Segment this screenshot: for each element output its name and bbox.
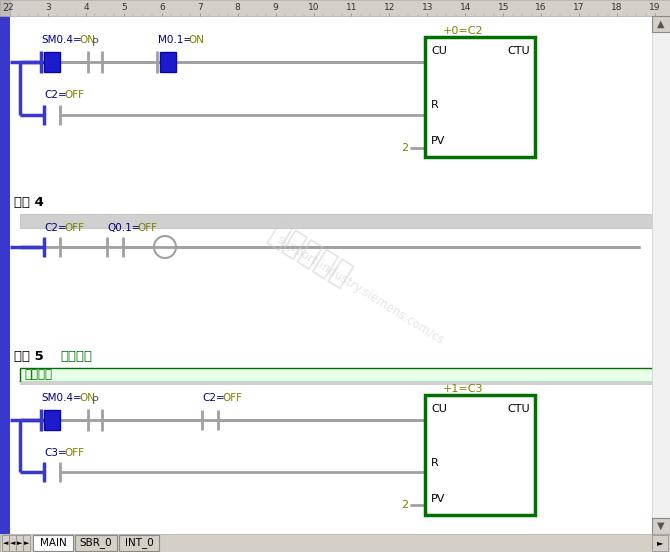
Text: 2: 2 bbox=[7, 3, 13, 13]
Text: OFF: OFF bbox=[64, 90, 84, 100]
Bar bbox=[44, 52, 60, 72]
Text: 17: 17 bbox=[574, 3, 585, 13]
Bar bbox=[44, 410, 60, 430]
Text: 4: 4 bbox=[83, 3, 88, 13]
Bar bbox=[0, 0, 670, 16]
Text: SM0.4=: SM0.4= bbox=[41, 393, 82, 403]
Text: ►: ► bbox=[24, 540, 29, 546]
Text: OFF: OFF bbox=[222, 393, 242, 403]
Text: ▼: ▼ bbox=[657, 521, 665, 531]
Text: 网路 4: 网路 4 bbox=[14, 197, 44, 210]
Text: ON: ON bbox=[79, 35, 95, 45]
Text: MAIN: MAIN bbox=[40, 538, 66, 548]
Text: C2=: C2= bbox=[202, 393, 224, 403]
Text: ◄: ◄ bbox=[10, 540, 15, 546]
Text: 12: 12 bbox=[384, 3, 395, 13]
Text: 3: 3 bbox=[45, 3, 51, 13]
Text: CTU: CTU bbox=[507, 46, 530, 56]
Text: +1=C3: +1=C3 bbox=[443, 384, 484, 394]
Text: SBR_0: SBR_0 bbox=[80, 538, 113, 549]
Text: ON: ON bbox=[188, 35, 204, 45]
Text: 16: 16 bbox=[535, 3, 547, 13]
Bar bbox=[425, 395, 535, 515]
Text: 11: 11 bbox=[346, 3, 357, 13]
Text: R: R bbox=[431, 100, 439, 110]
Text: 7: 7 bbox=[197, 3, 202, 13]
Text: 网路注释: 网路注释 bbox=[24, 369, 52, 381]
Text: 网路标题: 网路标题 bbox=[60, 351, 92, 364]
Bar bbox=[75, 535, 117, 551]
Text: support.industry.siemens.com/cs: support.industry.siemens.com/cs bbox=[274, 233, 446, 347]
Text: R: R bbox=[431, 458, 439, 468]
Text: INT_0: INT_0 bbox=[125, 538, 153, 549]
Bar bbox=[20, 368, 660, 382]
Text: 2: 2 bbox=[2, 3, 8, 13]
Bar bbox=[2, 535, 9, 551]
Bar bbox=[652, 535, 668, 551]
Text: CU: CU bbox=[431, 46, 447, 56]
Bar bbox=[425, 37, 535, 157]
Text: 13: 13 bbox=[421, 3, 433, 13]
Text: OFF: OFF bbox=[137, 223, 157, 233]
Text: 西门子工业: 西门子工业 bbox=[263, 219, 356, 291]
Text: 9: 9 bbox=[273, 3, 279, 13]
Text: C2=: C2= bbox=[44, 223, 67, 233]
Text: ►: ► bbox=[657, 539, 663, 548]
Text: CU: CU bbox=[431, 404, 447, 414]
Text: 2: 2 bbox=[401, 500, 408, 510]
Text: ▲: ▲ bbox=[657, 19, 665, 29]
Bar bbox=[0, 0, 10, 16]
Text: M0.1=: M0.1= bbox=[158, 35, 192, 45]
Text: C3=: C3= bbox=[44, 448, 67, 458]
Text: 15: 15 bbox=[498, 3, 509, 13]
Text: ◄: ◄ bbox=[3, 540, 8, 546]
Bar bbox=[9, 535, 16, 551]
Text: PV: PV bbox=[431, 494, 446, 504]
Text: 14: 14 bbox=[460, 3, 471, 13]
Text: 网路 5: 网路 5 bbox=[14, 351, 44, 364]
Text: 18: 18 bbox=[611, 3, 623, 13]
Bar bbox=[160, 52, 176, 72]
Text: 8: 8 bbox=[234, 3, 241, 13]
Bar bbox=[20, 214, 660, 228]
Bar bbox=[652, 518, 670, 534]
Text: +0=C2: +0=C2 bbox=[443, 26, 484, 36]
Bar bbox=[652, 16, 670, 534]
Text: 6: 6 bbox=[159, 3, 165, 13]
Bar bbox=[20, 382, 660, 385]
Text: 19: 19 bbox=[649, 3, 661, 13]
Text: ON: ON bbox=[79, 393, 95, 403]
Text: OFF: OFF bbox=[64, 448, 84, 458]
Text: CTU: CTU bbox=[507, 404, 530, 414]
Text: P: P bbox=[92, 38, 98, 48]
Text: 5: 5 bbox=[121, 3, 127, 13]
Text: C2=: C2= bbox=[44, 90, 67, 100]
Text: 2: 2 bbox=[401, 143, 408, 153]
Text: OFF: OFF bbox=[64, 223, 84, 233]
Text: ►: ► bbox=[17, 540, 22, 546]
Bar bbox=[0, 16, 10, 534]
Bar bbox=[23, 535, 30, 551]
Bar bbox=[16, 535, 23, 551]
Text: SM0.4=: SM0.4= bbox=[41, 35, 82, 45]
Bar bbox=[652, 16, 670, 32]
Text: Q0.1=: Q0.1= bbox=[107, 223, 141, 233]
Bar bbox=[119, 535, 159, 551]
Bar bbox=[0, 534, 670, 552]
Text: 10: 10 bbox=[308, 3, 320, 13]
Bar bbox=[33, 535, 73, 551]
Text: P: P bbox=[92, 396, 98, 406]
Text: PV: PV bbox=[431, 136, 446, 146]
